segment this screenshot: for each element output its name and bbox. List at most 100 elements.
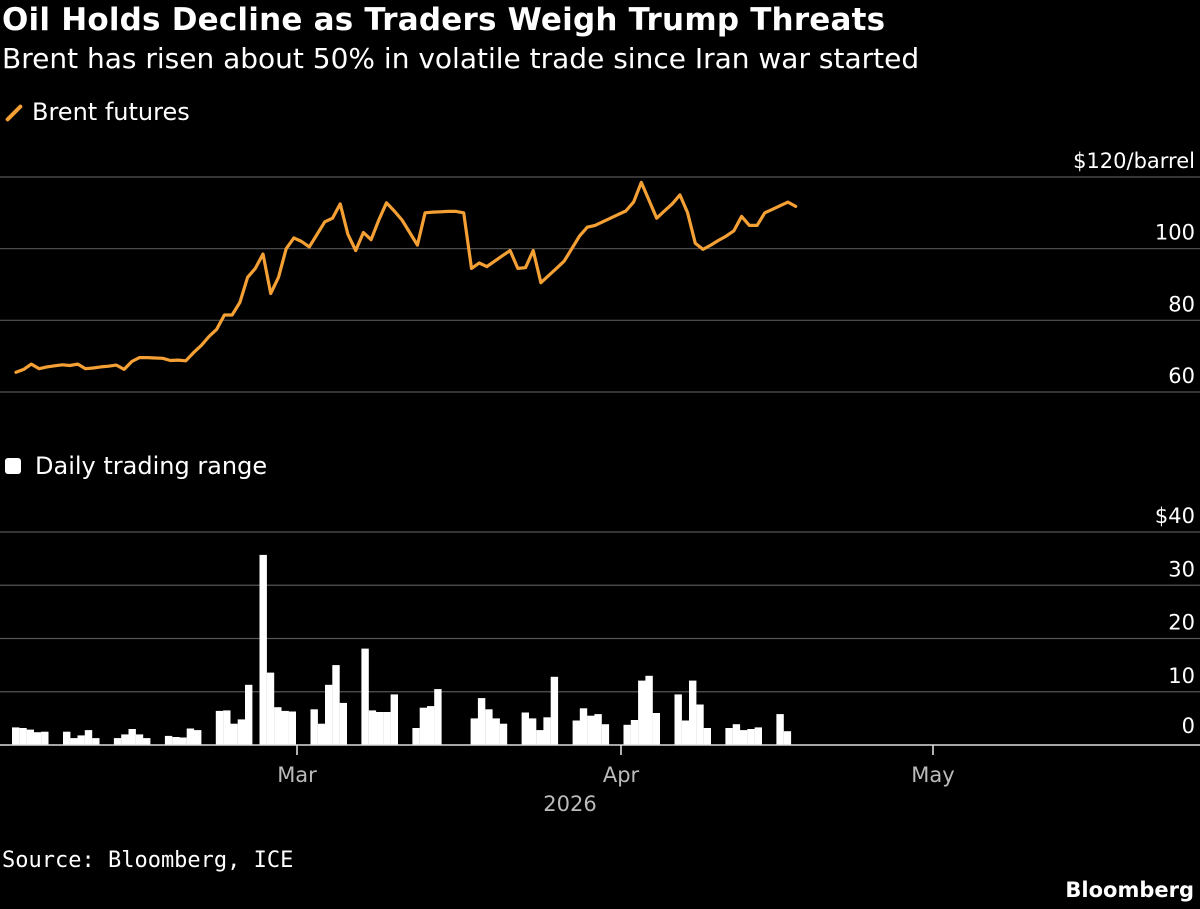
bar-chart-y-ticks: $40 30 20 10 0	[1155, 504, 1195, 738]
line-legend-label: Brent futures	[32, 98, 190, 126]
trading-range-bar	[652, 713, 660, 745]
trading-range-bar	[63, 731, 71, 745]
bar-chart-grid	[0, 531, 1200, 693]
trading-range-bar	[215, 710, 224, 745]
bar-y-tick-label: 10	[1168, 664, 1195, 688]
trading-range-bar	[26, 729, 34, 745]
x-year-label: 2026	[543, 792, 596, 816]
line-y-tick-label: 60	[1168, 364, 1195, 388]
trading-range-bar	[339, 702, 347, 745]
chart-subtitle: Brent has risen about 50% in volatile tr…	[2, 42, 920, 75]
trading-range-bar	[172, 737, 180, 745]
trading-range-bar	[783, 731, 792, 745]
trading-range-bar	[259, 554, 267, 745]
trading-range-bar	[361, 648, 369, 745]
trading-range-bar	[499, 723, 508, 745]
trading-range-bar	[536, 730, 544, 745]
trading-range-bar	[70, 738, 78, 745]
trading-range-bar	[288, 711, 296, 745]
trading-range-bar	[135, 734, 144, 745]
trading-range-bar	[368, 710, 377, 745]
trading-range-bar	[164, 735, 173, 745]
line-y-tick-label: 100	[1155, 221, 1195, 245]
bar-legend-label: Daily trading range	[35, 452, 268, 480]
trading-range-bar	[630, 720, 639, 745]
trading-range-bar	[427, 706, 435, 745]
trading-range-bar	[492, 718, 500, 745]
trading-range-bar	[623, 724, 631, 745]
trading-range-bar	[274, 707, 282, 745]
trading-range-bar	[19, 728, 27, 745]
trading-range-bar	[237, 719, 246, 745]
bar-y-tick-label: $40	[1155, 504, 1195, 528]
chart-title: Oil Holds Decline as Traders Weigh Trump…	[2, 2, 886, 38]
trading-range-bar	[725, 728, 733, 745]
trading-range-bar	[383, 712, 391, 745]
trading-range-bar	[470, 718, 478, 745]
trading-range-bar	[703, 728, 711, 745]
trading-range-bar	[186, 728, 195, 745]
trading-range-bar	[674, 694, 682, 745]
trading-range-bar	[477, 698, 486, 745]
trading-range-bar	[543, 717, 551, 745]
bar-y-tick-label: 30	[1168, 557, 1195, 581]
trading-range-bar	[390, 694, 398, 745]
trading-range-bar	[638, 680, 646, 745]
trading-range-bar	[572, 720, 580, 745]
line-y-tick-label: $120/barrel	[1073, 149, 1195, 173]
source-note: Source: Bloomberg, ICE	[2, 848, 294, 873]
trading-range-bar	[317, 723, 326, 745]
trading-range-bar	[113, 738, 122, 745]
trading-range-bar	[412, 728, 420, 745]
trading-range-bar	[376, 712, 384, 745]
trading-range-bar	[128, 729, 136, 745]
trading-range-bar	[12, 727, 20, 745]
trading-range-bar	[754, 727, 762, 745]
trading-range-bar	[689, 680, 697, 745]
line-chart-series	[14, 180, 798, 374]
trading-range-bar	[179, 737, 187, 745]
trading-range-bar	[266, 672, 275, 745]
x-tick-label: Apr	[603, 763, 640, 787]
trading-range-bar	[84, 730, 93, 745]
bar-chart-series	[12, 554, 792, 745]
trading-range-bar	[121, 734, 129, 745]
trading-range-bar	[645, 675, 653, 745]
trading-range-bar	[594, 714, 602, 745]
line-y-tick-label: 80	[1168, 292, 1195, 316]
bar-legend: Daily trading range	[2, 452, 267, 480]
trading-range-bar	[550, 676, 559, 745]
line-legend: Brent futures	[2, 98, 190, 126]
trading-range-bar	[419, 707, 428, 745]
trading-range-bar	[740, 730, 748, 745]
trading-range-bar	[325, 684, 333, 745]
trading-range-bar	[681, 720, 690, 745]
trading-range-bar	[33, 732, 42, 745]
x-tick-label: May	[911, 763, 954, 787]
trading-range-bar	[587, 715, 595, 745]
brent-futures-line	[14, 180, 798, 374]
trading-range-bar	[77, 735, 85, 745]
trading-range-bar	[143, 738, 151, 745]
trading-range-bar	[310, 709, 318, 745]
trading-range-bar	[92, 738, 100, 745]
trading-range-bar	[696, 704, 704, 745]
trading-range-bar	[281, 710, 289, 745]
bar-y-tick-label: 0	[1182, 714, 1195, 738]
trading-range-bar	[747, 729, 755, 745]
trading-range-bar	[194, 730, 202, 745]
line-chart-grid	[0, 176, 1200, 393]
trading-range-bar	[776, 714, 784, 745]
trading-range-bar	[434, 689, 442, 745]
trading-range-bar	[245, 684, 253, 745]
bar-y-tick-label: 20	[1168, 611, 1195, 635]
trading-range-bar	[521, 712, 529, 745]
trading-range-bar	[485, 709, 493, 745]
trading-range-bar	[601, 724, 610, 745]
trading-range-bar	[223, 710, 231, 745]
x-axis: Mar Apr May 2026	[0, 744, 1200, 816]
line-chart-y-ticks: $120/barrel 100 80 60	[1073, 149, 1195, 388]
bar-legend-swatch	[5, 458, 21, 474]
trading-range-bar	[732, 724, 741, 745]
